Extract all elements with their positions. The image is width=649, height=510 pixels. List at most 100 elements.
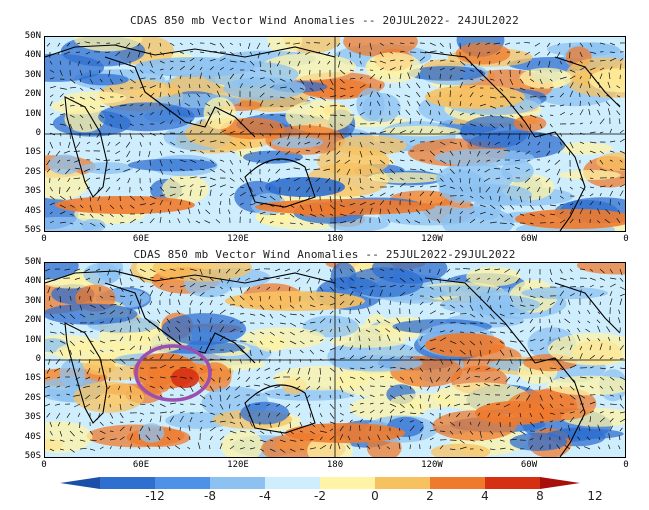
wind-vector bbox=[227, 81, 231, 89]
wind-vector bbox=[556, 444, 561, 450]
wind-vector bbox=[159, 132, 165, 136]
wind-vector bbox=[567, 328, 571, 333]
wind-vector bbox=[505, 376, 511, 382]
wind-vector bbox=[177, 85, 181, 89]
wind-vector bbox=[105, 51, 111, 53]
wind-vector bbox=[579, 132, 585, 135]
wind-vector bbox=[268, 295, 271, 300]
wind-vector bbox=[229, 177, 235, 182]
wind-vector bbox=[229, 159, 234, 165]
wind-vector bbox=[54, 403, 61, 406]
wind-vector bbox=[189, 129, 192, 134]
wind-vector bbox=[239, 150, 242, 157]
wind-vector bbox=[453, 403, 461, 407]
wind-vector bbox=[95, 394, 101, 399]
wind-vector bbox=[123, 168, 131, 172]
wind-vector bbox=[366, 445, 371, 450]
wind-vector bbox=[239, 168, 242, 173]
wind-vector bbox=[159, 186, 165, 192]
wind-vector bbox=[229, 328, 236, 333]
wind-vector bbox=[569, 177, 572, 182]
wind-vector bbox=[579, 177, 584, 183]
wind-vector bbox=[548, 319, 551, 324]
wind-vector bbox=[409, 59, 414, 62]
wind-vector bbox=[199, 185, 206, 188]
wind-vector bbox=[89, 448, 96, 451]
wind-vector bbox=[399, 50, 405, 53]
wind-vector bbox=[107, 385, 111, 390]
wind-vector bbox=[199, 403, 207, 407]
wind-vector bbox=[449, 186, 455, 189]
wind-vector bbox=[49, 349, 54, 354]
wind-vector bbox=[169, 201, 172, 206]
wind-vector bbox=[148, 150, 151, 157]
wind-vector bbox=[469, 218, 476, 224]
wind-vector bbox=[189, 73, 192, 80]
wind-vector bbox=[376, 92, 381, 98]
wind-vector bbox=[287, 132, 291, 140]
wind-vector bbox=[608, 433, 611, 441]
wind-vector bbox=[199, 376, 204, 382]
wind-vector bbox=[499, 304, 502, 309]
wind-vector bbox=[599, 343, 603, 351]
wind-vector bbox=[407, 72, 411, 80]
wind-vector bbox=[189, 201, 191, 206]
anomaly-patch bbox=[243, 150, 303, 164]
wind-vector bbox=[149, 418, 153, 423]
wind-vector bbox=[609, 168, 613, 171]
wind-vector bbox=[589, 355, 596, 360]
wind-vector bbox=[329, 303, 335, 306]
wind-vector bbox=[578, 425, 581, 432]
wind-vector bbox=[378, 217, 381, 224]
wind-vector bbox=[148, 42, 151, 49]
wind-vector bbox=[125, 141, 131, 148]
wind-vector bbox=[109, 114, 114, 119]
wind-vector bbox=[129, 420, 135, 423]
wind-vector bbox=[419, 385, 422, 390]
wind-vector bbox=[559, 319, 561, 324]
wind-vector bbox=[247, 159, 251, 166]
wind-vector bbox=[256, 376, 261, 380]
wind-vector bbox=[388, 73, 391, 80]
wind-vector bbox=[589, 131, 596, 134]
wind-vector bbox=[59, 295, 62, 303]
wind-vector bbox=[619, 376, 625, 381]
wind-vector bbox=[359, 168, 362, 175]
wind-vector bbox=[469, 85, 476, 89]
wind-vector bbox=[539, 69, 542, 74]
wind-vector bbox=[597, 338, 601, 342]
wind-vector bbox=[559, 290, 565, 297]
wind-vector bbox=[496, 277, 501, 281]
wind-vector bbox=[218, 102, 221, 107]
wind-vector bbox=[429, 367, 432, 373]
wind-vector bbox=[489, 448, 496, 451]
wind-vector bbox=[126, 150, 131, 158]
wind-vector bbox=[199, 277, 203, 281]
wind-vector bbox=[289, 195, 292, 201]
wind-vector bbox=[439, 193, 443, 197]
wind-vector bbox=[119, 204, 123, 210]
wind-vector bbox=[465, 376, 471, 380]
wind-vector bbox=[494, 384, 501, 387]
wind-vector bbox=[65, 168, 71, 175]
wind-vector bbox=[359, 355, 367, 360]
wind-vector bbox=[389, 168, 396, 175]
wind-vector bbox=[469, 430, 474, 435]
wind-vector bbox=[235, 268, 241, 275]
wind-vector bbox=[616, 102, 621, 107]
wind-vector bbox=[149, 403, 155, 407]
wind-vector bbox=[269, 220, 274, 224]
wind-vector bbox=[49, 220, 54, 224]
wind-vector bbox=[419, 345, 426, 351]
wind-vector bbox=[586, 436, 591, 441]
wind-vector bbox=[359, 132, 367, 135]
wind-vector bbox=[139, 268, 146, 273]
wind-vector bbox=[339, 344, 344, 351]
wind-vector bbox=[49, 313, 55, 319]
wind-vector bbox=[509, 349, 513, 357]
lon-tick-label: 120W bbox=[421, 234, 443, 244]
wind-vector bbox=[105, 177, 111, 180]
wind-vector bbox=[379, 83, 382, 89]
wind-vector bbox=[129, 376, 131, 381]
wind-vector bbox=[496, 159, 501, 162]
